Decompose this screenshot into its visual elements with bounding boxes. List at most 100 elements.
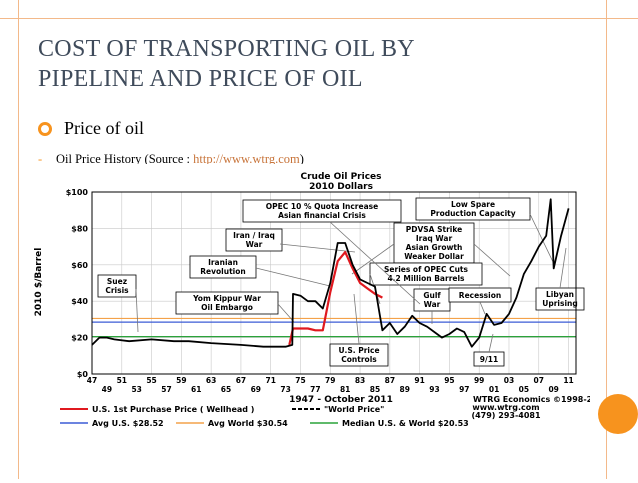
x-tick-label-top: 47 [87, 376, 97, 385]
x-tick-label-bottom: 57 [161, 385, 171, 394]
annotation-iran-iraq-2: War [246, 240, 263, 249]
footer-credit: WTRG Economics ©1998-2011 [473, 395, 590, 404]
annotation-libyan-1: Libyan [546, 290, 574, 299]
annotation-us-price-controls-1: U.S. Price [338, 346, 379, 355]
series-line-0 [288, 251, 383, 346]
x-tick-label-bottom: 73 [280, 385, 290, 394]
annotation-pdvsa-4: Weaker Dollar [404, 252, 464, 261]
annotation-box-yom-kippur [175, 291, 279, 315]
annotation-us-price-controls-2: Controls [341, 355, 377, 364]
x-tick-label-top: 55 [146, 376, 156, 385]
annotation-low-spare-2: Production Capacity [430, 209, 515, 218]
annotation-yom-kippur-1: Yom Kippur War [192, 294, 261, 303]
legend-label-wellhead: U.S. 1st Purchase Price ( Wellhead ) [92, 405, 254, 414]
annotation-iranian-revolution-1: Iranian [208, 258, 238, 267]
legend-label-avg-world: Avg World $30.54 [208, 419, 288, 428]
annotation-libyan-2: Uprising [542, 299, 577, 308]
x-tick-label-bottom: 53 [131, 385, 141, 394]
annotation-911: 9/11 [480, 355, 498, 364]
x-tick-label-top: 67 [236, 376, 246, 385]
annotation-gulf-war-2: War [424, 300, 441, 309]
annotation-low-spare-1: Low Spare [451, 200, 495, 209]
bullet-dash-icon: - [38, 152, 43, 166]
annotations: OPEC 10 % Quota Increase Asian financial… [97, 197, 585, 367]
arrow-low-spare [529, 213, 555, 265]
x-tick-label-bottom: 77 [310, 385, 320, 394]
legend-label-median: Median U.S. & World $20.53 [342, 419, 469, 428]
arrow-pdvsa-2 [473, 243, 511, 277]
annotation-box-low-spare [415, 197, 531, 221]
x-tick-label-top: 11 [563, 376, 573, 385]
annotation-box-suez [97, 274, 137, 298]
annotation-iranian-revolution-2: Revolution [200, 267, 245, 276]
orange-circle-decoration [598, 394, 638, 434]
footer-phone: (479) 293-4081 [471, 411, 541, 420]
x-tick-label-top: 59 [176, 376, 186, 385]
annotation-suez-1: Suez [107, 277, 127, 286]
legend: U.S. 1st Purchase Price ( Wellhead ) "Wo… [60, 405, 469, 428]
x-tick-label-top: 71 [265, 376, 275, 385]
annotation-box-opec-quota [242, 199, 402, 223]
annotation-yom-kippur-2: Oil Embargo [201, 303, 253, 312]
x-tick-label-top: 99 [474, 376, 484, 385]
x-tick-label-top: 91 [414, 376, 424, 385]
arrow-us-price-controls [353, 293, 360, 345]
y-tick-label: $100 [66, 188, 89, 197]
bullet1-text: Price of oil [64, 118, 144, 138]
chart-title: Crude Oil Prices [301, 172, 382, 182]
x-tick-label-top: 63 [206, 376, 216, 385]
x-tick-label-bottom: 69 [251, 385, 261, 394]
annotation-opec-quota-1: OPEC 10 % Quota Increase [266, 202, 378, 211]
x-tick-label-bottom: 93 [429, 385, 439, 394]
x-tick-label-top: 75 [295, 376, 305, 385]
chart-container: Crude Oil Prices 2010 Dollars 2010 $/Bar… [30, 164, 609, 479]
frame-right-line [606, 0, 607, 479]
annotation-pdvsa-3: Asian Growth [406, 243, 463, 252]
bullet2-end: ) [299, 152, 304, 166]
arrow-libyan [559, 247, 567, 289]
frame-vertical-line [18, 0, 19, 479]
x-tick-label-bottom: 81 [340, 385, 350, 394]
x-tick-label-bottom: 97 [459, 385, 469, 394]
y-tick-label: $40 [71, 297, 88, 306]
arrow-yom-kippur [277, 303, 295, 323]
series-line-1 [91, 198, 570, 348]
slide-title-line2: PIPELINE AND PRICE OF OIL [38, 66, 363, 92]
arrow-pdvsa [351, 243, 395, 275]
y-tick-label: $60 [71, 261, 88, 270]
annotation-opec-quota-2: Asian financial Crisis [278, 211, 366, 220]
x-tick-label-bottom: 65 [221, 385, 231, 394]
annotation-pdvsa-2: Iraq War [416, 234, 453, 243]
x-tick-label-top: 51 [117, 376, 127, 385]
annotation-opec-cuts-1: Series of OPEC Cuts [384, 265, 468, 274]
frame-horizontal-line [0, 18, 638, 19]
oil-price-chart: Crude Oil Prices 2010 Dollars 2010 $/Bar… [30, 164, 609, 479]
x-tick-label-top: 07 [534, 376, 544, 385]
arrow-opec-quota [329, 221, 421, 305]
annotation-iran-iraq-1: Iran / Iraq [233, 231, 275, 240]
legend-label-avg-us: Avg U.S. $28.52 [92, 419, 164, 428]
x-tick-label-bottom: 49 [102, 385, 112, 394]
x-tick-label-top: 95 [444, 376, 454, 385]
bullet2-text: Oil Price History (Source : [56, 152, 194, 166]
annotation-suez-2: Crisis [105, 286, 129, 295]
annotation-pdvsa-1: PDVSA Strike [406, 225, 462, 234]
x-tick-label-bottom: 89 [400, 385, 410, 394]
bullet-oil-price-history: - Oil Price History (Source : http://www.… [38, 152, 304, 167]
x-tick-label-top: 79 [325, 376, 335, 385]
x-tick-label-bottom: 05 [519, 385, 529, 394]
x-tick-label-top: 03 [504, 376, 514, 385]
annotation-opec-cuts-2: 4.2 Million Barrels [387, 274, 465, 283]
slide-title: COST OF TRANSPORTING OIL BY PIPELINE AND… [38, 34, 598, 94]
x-axis-label: 1947 - October 2011 [289, 395, 393, 405]
arrow-recession [479, 301, 486, 315]
annotation-recession: Recession [459, 291, 501, 300]
annotation-box-iran-iraq [225, 228, 283, 252]
footer-url: www.wtrg.com [472, 403, 539, 412]
arrow-911 [488, 333, 494, 353]
x-tick-label-bottom: 01 [489, 385, 499, 394]
x-tick-label-top: 83 [355, 376, 365, 385]
chart-subtitle: 2010 Dollars [309, 182, 373, 192]
source-link[interactable]: http://www.wtrg.com [193, 152, 300, 166]
legend-label-world: "World Price" [324, 405, 384, 414]
